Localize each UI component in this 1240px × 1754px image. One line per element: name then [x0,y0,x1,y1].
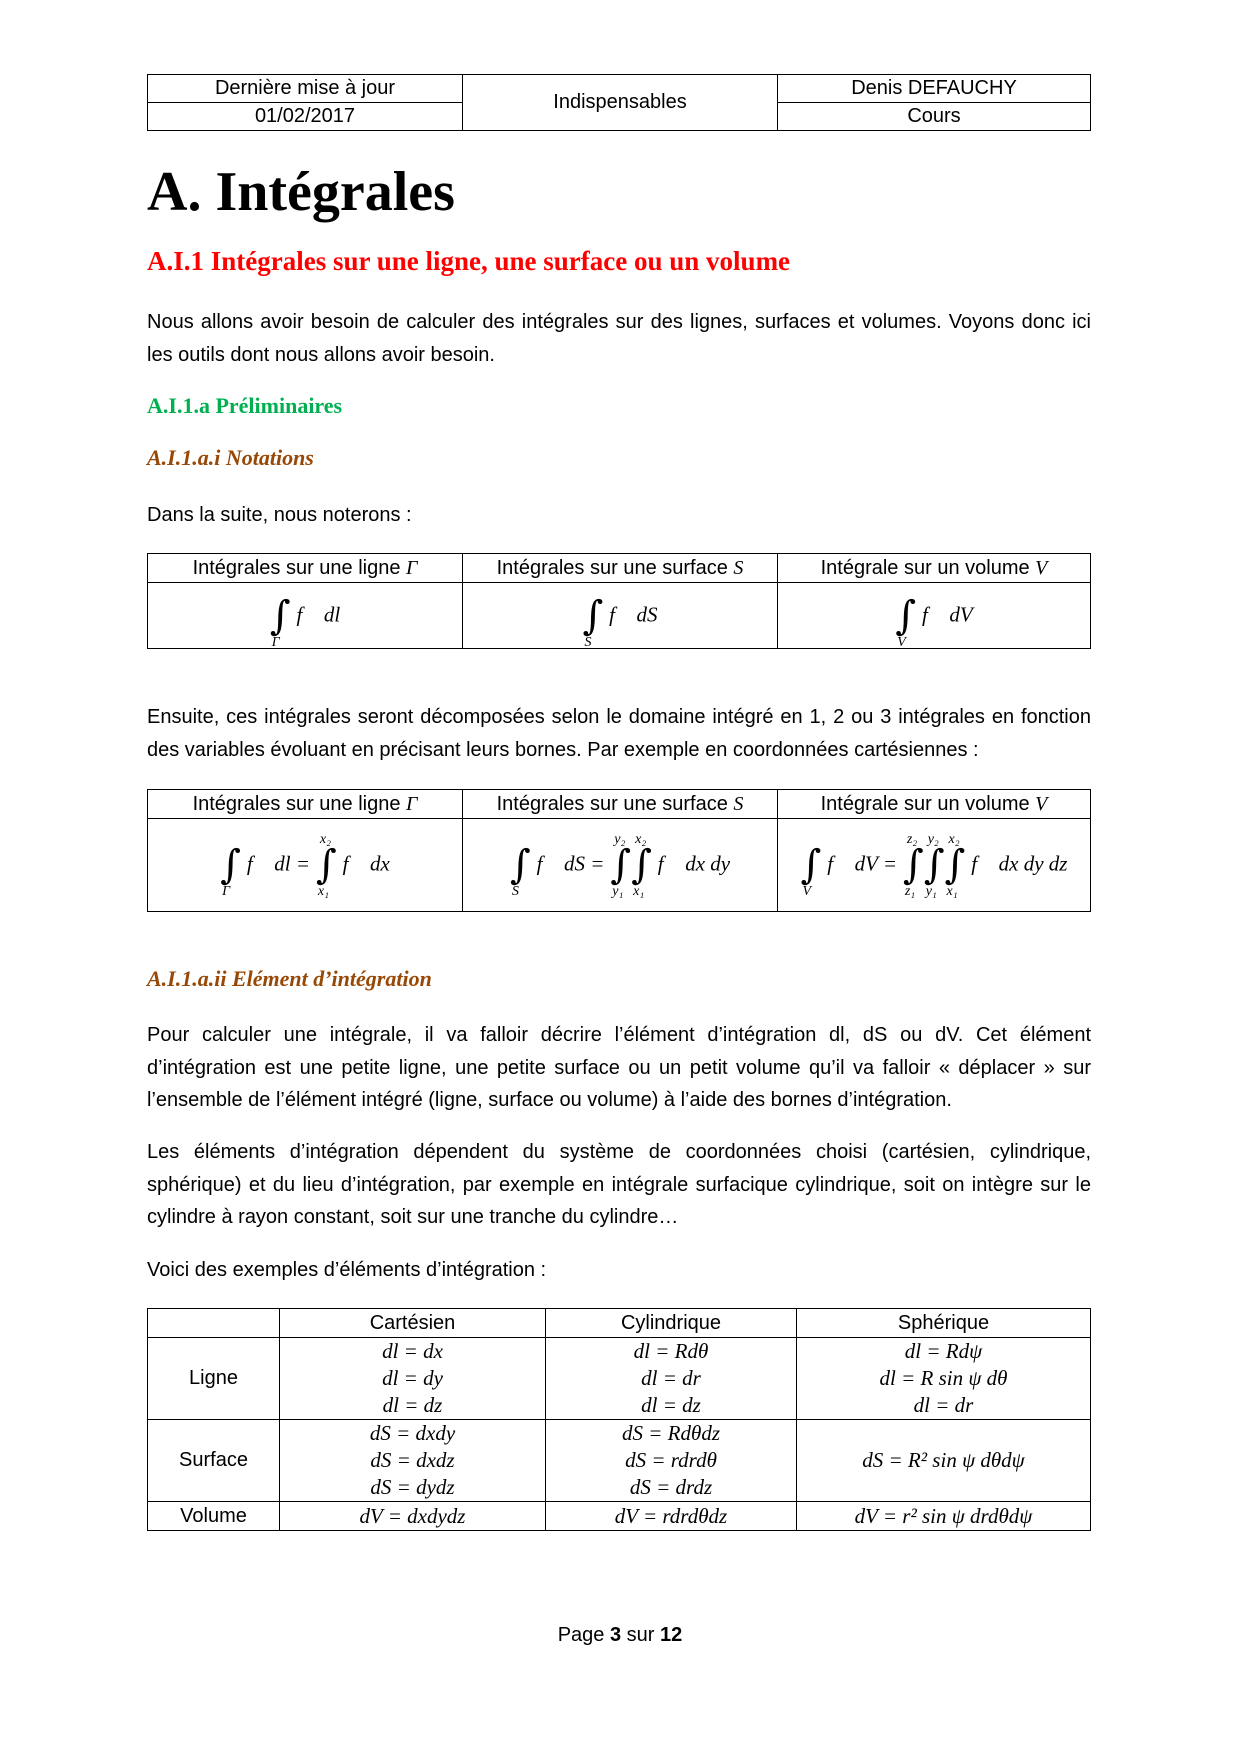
formula: dl = dr [641,1366,701,1390]
subsection-heading: A.I.1.a Préliminaires [147,393,343,418]
th-spherique: Sphérique [796,1308,1091,1338]
element-paragraph-1: Pour calculer une intégrale, il va fallo… [147,1024,1091,1111]
subsub-heading-notations: A.I.1.a.i Notations [147,445,314,470]
formula: dS = rdrdθ [625,1448,717,1472]
table-row: Volume dV = dxdydz dV = rdrdθdz dV = r² … [147,1501,1091,1531]
decomposition-table: Intégrales sur une ligne Γ Intégrales su… [147,789,1091,912]
intro-paragraph: Nous allons avoir besoin de calculer des… [147,311,1091,366]
formula: dl = Rdψ [904,1339,983,1363]
decomposition-paragraph: Ensuite, ces intégrales seront décomposé… [147,706,1091,761]
formula: dl = R sin ψ dθ [879,1366,1008,1390]
formula: dl = dr [913,1393,974,1417]
table-row: Ligne dl = dx dl = dy dl = dz dl = Rdθ dl =… [147,1337,1091,1420]
formula: dl = dz [382,1393,443,1417]
category: Indispensables [462,74,778,131]
section-heading: A.I.1 Intégrales sur une ligne, une surf… [147,246,791,276]
page-total: 12 [660,1624,683,1646]
th-ligne: Intégrales sur une ligne [192,792,401,815]
doc-type: Cours [777,102,1091,131]
th-volume: Intégrale sur un volume [820,792,1030,815]
formula: ∫ V f⃗ dV = ∫ z₂ z₁ ∫ y₂ y₁ ∫ x₂ x₁ f⃗ dx dy dz [777,818,1091,912]
element-paragraph-2: Les éléments d’intégration dépendent du … [147,1141,1091,1228]
footer-prefix: Page [557,1624,605,1646]
th-ligne: Intégrales sur une ligne [192,556,401,579]
header-table: Dernière mise à jour Indispensables Deni… [147,74,1091,131]
author: Denis DEFAUCHY [777,74,1091,103]
formula: dS = dxdy [369,1421,456,1445]
row-label: Ligne [147,1337,280,1420]
row-label: Volume [147,1501,280,1531]
page-title: A. Intégrales [147,161,455,223]
formula: dl = dz [641,1393,701,1417]
notations-table: Intégrales sur une ligne Γ Intégrales su… [147,553,1091,649]
formula: dS = dxdz [370,1448,455,1472]
formula: ∫ S f⃗ dS [462,582,778,649]
formula: dl = dx [382,1339,443,1363]
formula: ∫ V f⃗ dV [777,582,1091,649]
th-empty [147,1308,280,1338]
th-volume: Intégrale sur un volume [820,556,1030,579]
th-surface: Intégrales sur une surface [496,556,728,579]
sym: S [733,556,744,579]
page-footer: Page 3 sur 12 [0,1624,1240,1647]
th-cartesien: Cartésien [279,1308,546,1338]
formula: dV = rdrdθdz [545,1501,797,1531]
th-cylindrique: Cylindrique [545,1308,797,1338]
footer-sur: sur [626,1624,655,1646]
sym: V [1035,792,1048,815]
formula: dS = Rdθdz [622,1421,720,1445]
examples-intro: Voici des exemples d’éléments d’intégrat… [147,1259,547,1281]
formula: dS = R² sin ψ dθdψ [862,1448,1025,1472]
formula: ∫ Γ f⃗ dl = ∫ x₂ x₁ f⃗ dx [147,818,463,912]
sym: V [1035,556,1048,579]
last-update-label: Dernière mise à jour [147,74,463,103]
notations-intro: Dans la suite, nous noterons : [147,504,412,526]
formula: dl = Rdθ [633,1339,709,1363]
elements-table: Cartésien Cylindrique Sphérique Ligne dl… [147,1308,1091,1531]
formula: dl = dy [382,1366,443,1390]
table-row: Surface dS = dxdy dS = dxdz dS = dydz dS =… [147,1419,1091,1502]
formula: dV = dxdydz [279,1501,546,1531]
subsub-heading-element: A.I.1.a.ii Elément d’intégration [147,966,432,991]
formula: dS = dydz [370,1475,455,1499]
sym: Γ [406,556,418,579]
sym: Γ [406,792,418,815]
date: 01/02/2017 [147,102,463,131]
page-number: 3 [609,1624,622,1646]
formula: dS = drdz [629,1475,713,1499]
row-label: Surface [147,1419,280,1502]
formula: ∫ S f⃗ dS = ∫ y₂ y₁ ∫ x₂ x₁ f⃗ dx dy [462,818,778,912]
formula: ∫ Γ f⃗ dl [147,582,463,649]
sym: S [733,792,744,815]
th-surface: Intégrales sur une surface [496,792,728,815]
formula: dV = r² sin ψ drdθdψ [796,1501,1091,1531]
